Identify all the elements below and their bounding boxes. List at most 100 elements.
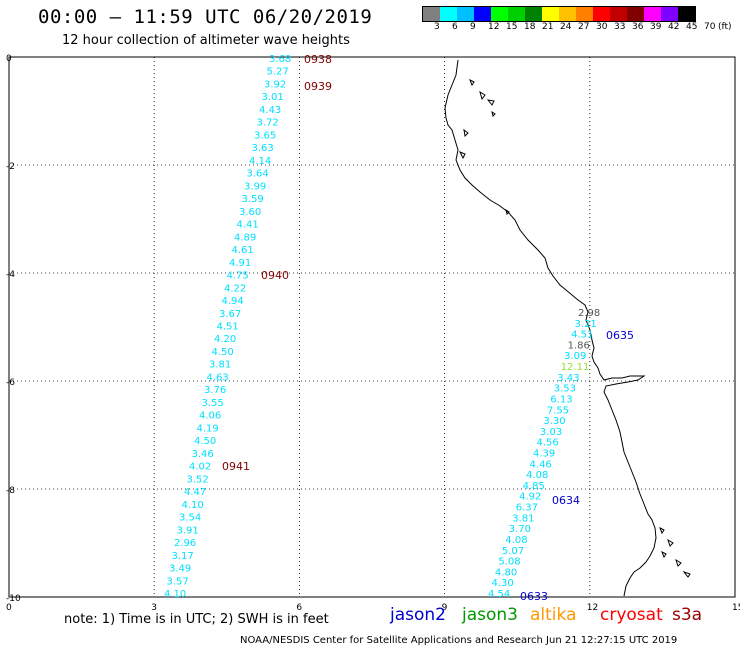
color-scale-label: 15 xyxy=(506,22,518,32)
wave-height-label: 3.21 xyxy=(575,319,597,330)
page-title: 00:00 – 11:59 UTC 06/20/2019 xyxy=(38,6,373,28)
y-tick-label: -4 xyxy=(6,270,15,280)
wave-height-label: 3.60 xyxy=(239,207,261,218)
color-scale-label: 42 xyxy=(668,22,680,32)
wave-height-label: 3.70 xyxy=(509,524,531,535)
color-swatch xyxy=(576,7,593,21)
wave-height-label: 4.02 xyxy=(189,462,211,473)
wave-height-label: 5.08 xyxy=(498,557,520,568)
color-scale-label: 27 xyxy=(578,22,590,32)
color-scale-label: 33 xyxy=(614,22,626,32)
wave-height-label: 4.92 xyxy=(519,492,541,503)
wave-height-label: 3.81 xyxy=(209,360,231,371)
wave-height-label: 7.55 xyxy=(547,405,569,416)
color-swatch xyxy=(508,7,525,21)
y-tick-label: 0 xyxy=(6,54,12,64)
time-label: 0633 xyxy=(520,590,548,603)
color-scale-label: 45 xyxy=(686,22,698,32)
wave-height-label: 5.27 xyxy=(267,67,289,78)
wave-height-label: 3.65 xyxy=(254,130,276,141)
y-tick-label: -8 xyxy=(6,486,15,496)
color-swatch xyxy=(491,7,508,21)
color-swatch xyxy=(644,7,661,21)
y-tick-label: -10 xyxy=(6,594,21,604)
time-label: 0939 xyxy=(304,80,332,93)
wave-height-label: 4.19 xyxy=(197,423,219,434)
color-scale-label: 6 xyxy=(452,22,458,32)
color-scale-label: 39 xyxy=(650,22,662,32)
wave-height-label: 4.50 xyxy=(194,436,216,447)
wave-height-label: 3.30 xyxy=(543,416,565,427)
wave-height-label: 3.67 xyxy=(219,309,241,320)
wave-height-label: 4.20 xyxy=(214,334,236,345)
legend-cryosat: cryosat xyxy=(600,605,663,625)
wave-height-label: 3.03 xyxy=(540,427,562,438)
color-swatch xyxy=(525,7,542,21)
wave-height-label: 3.92 xyxy=(264,79,286,90)
y-tick-label: -2 xyxy=(6,162,15,172)
wave-height-label: 3.53 xyxy=(554,384,576,395)
time-labels: 0938 0939 0940 0941 0635 0634 0633 xyxy=(222,53,634,603)
color-swatch xyxy=(661,7,678,21)
wave-height-label: 3.64 xyxy=(247,169,269,180)
wave-height-label: 6.37 xyxy=(516,503,538,514)
wave-height-label: 2.96 xyxy=(174,538,196,549)
time-label: 0941 xyxy=(222,460,250,473)
color-swatch xyxy=(423,7,440,21)
wave-height-label: 3.46 xyxy=(192,449,214,460)
wave-height-label: 3.99 xyxy=(244,181,266,192)
x-tick-label: 15 xyxy=(732,603,740,613)
color-swatch xyxy=(457,7,474,21)
wave-height-label: 3.81 xyxy=(512,513,534,524)
wave-height-label: 4.61 xyxy=(232,245,254,256)
color-scale-label: 36 xyxy=(632,22,644,32)
wave-height-label: 4.46 xyxy=(530,459,552,470)
wave-height-label: 3.01 xyxy=(262,92,284,103)
wave-height-label: 4.56 xyxy=(536,438,558,449)
wave-height-label: 6.13 xyxy=(550,394,572,405)
color-swatch xyxy=(559,7,576,21)
color-scale-labels: 3 6 9 12 15 18 21 24 27 30 33 36 39 42 45 70 xyxy=(422,22,740,36)
wave-height-label: 4.22 xyxy=(224,283,246,294)
color-swatch xyxy=(542,7,559,21)
plot-frame xyxy=(8,56,736,598)
wave-height-label: 3.17 xyxy=(172,551,194,562)
wave-height-label: 12.11 xyxy=(561,362,590,373)
axis-ticks: 036912150-2-4-6-8-10 xyxy=(6,54,740,613)
color-swatch xyxy=(678,7,695,21)
page-subtitle: 12 hour collection of altimeter wave hei… xyxy=(62,33,350,48)
wave-height-label: 3.55 xyxy=(202,398,224,409)
wave-height-label: 4.63 xyxy=(207,372,229,383)
color-scale-label: 70 xyxy=(704,22,716,32)
wave-height-label: 4.85 xyxy=(523,481,545,492)
footnote: note: 1) Time is in UTC; 2) SWH is in fe… xyxy=(64,612,329,627)
wave-height-label: 4.06 xyxy=(199,411,221,422)
legend-jason2: jason2 xyxy=(390,605,446,625)
right-track-values: 2.983.214.511.863.0912.113.433.536.137.5… xyxy=(488,308,600,600)
coastline xyxy=(444,59,657,597)
time-label: 0635 xyxy=(606,329,634,342)
color-swatch xyxy=(610,7,627,21)
wave-height-label: 4.94 xyxy=(222,296,244,307)
wave-height-label: 3.57 xyxy=(167,576,189,587)
wave-height-label: 4.80 xyxy=(495,567,517,578)
x-tick-label: 12 xyxy=(587,603,598,613)
x-tick-label: 0 xyxy=(6,603,12,613)
color-scale-label: 12 xyxy=(488,22,500,32)
wave-height-label: 3.49 xyxy=(169,564,191,575)
wave-height-label: 3.63 xyxy=(252,143,274,154)
wave-height-label: 3.72 xyxy=(257,118,279,129)
color-scale-label: 3 xyxy=(434,22,440,32)
wave-height-label: 4.08 xyxy=(505,535,527,546)
wave-height-label: 5.07 xyxy=(502,546,524,557)
color-scale-label: 21 xyxy=(542,22,554,32)
wave-height-label: 4.43 xyxy=(259,105,281,116)
wave-height-label: 4.10 xyxy=(182,500,204,511)
color-scale-label: 30 xyxy=(596,22,608,32)
wave-height-label: 4.41 xyxy=(237,220,259,231)
wave-height-label: 3.68 xyxy=(269,54,291,65)
islands xyxy=(458,78,691,578)
wave-height-label: 3.59 xyxy=(242,194,264,205)
color-swatch xyxy=(593,7,610,21)
wave-height-label: 4.51 xyxy=(571,330,593,341)
